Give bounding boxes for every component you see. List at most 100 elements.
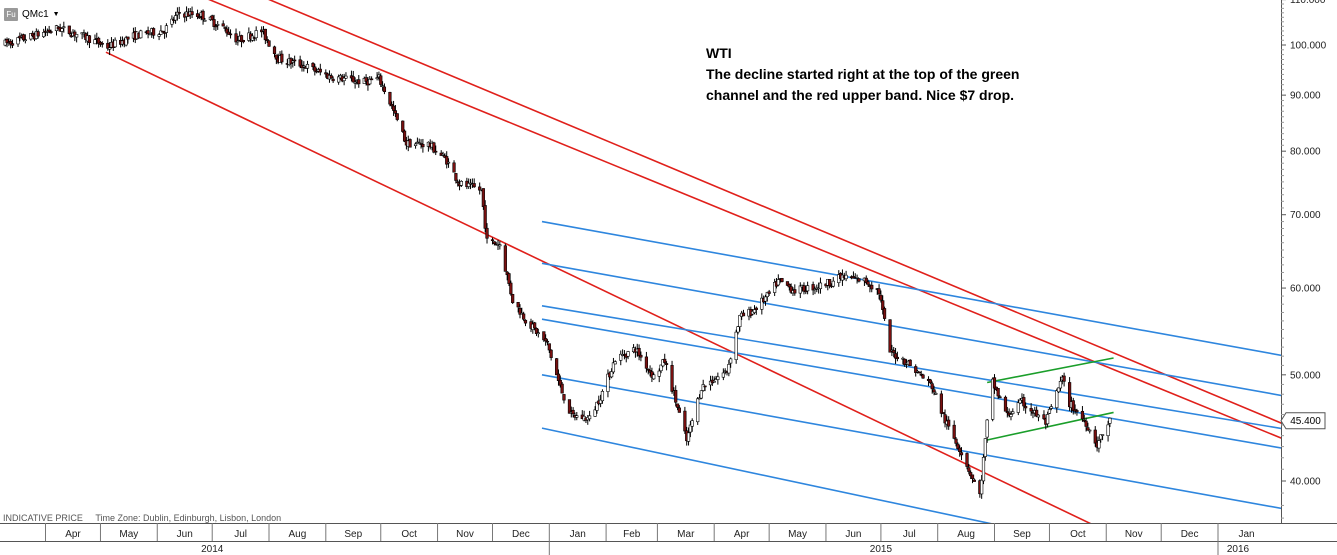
candle-body [996,388,1000,397]
candle-body [991,378,995,420]
candle-body [241,39,245,43]
candle-body [432,142,436,153]
candle-body [490,239,495,241]
candle-body [556,373,561,382]
candle-body [1071,400,1075,412]
candle-body [331,78,335,82]
candle-body [567,399,572,414]
candle-body [1058,381,1063,389]
candle-body [161,30,165,33]
candle-body [190,11,194,16]
candle-body [575,415,579,418]
candle-body [472,183,476,188]
x-tick-label: Dec [1181,529,1199,540]
candle-body [293,59,297,62]
candle-body [522,313,526,320]
x-tick-label: Dec [512,529,530,540]
candle-body [588,415,592,420]
candle-body [1005,411,1009,414]
candle-body [888,319,892,353]
candle-body [106,42,110,49]
candle-body [895,356,899,360]
candle-body [201,10,205,20]
candle-body [126,36,130,40]
candle-body [606,373,610,392]
candle-body [932,389,936,393]
y-tick-label: 100.000 [1290,41,1327,52]
candle-body [375,77,379,79]
candle-body [1093,429,1097,444]
candle-body [1029,408,1033,412]
candle-body [721,372,725,378]
candle-body [901,357,905,360]
candle-body [223,27,227,29]
candle-body [831,280,835,287]
candle-body [802,285,806,292]
candle-body [763,296,768,302]
candle-body [657,370,661,377]
trendline [541,374,1281,510]
candle-body [534,327,539,334]
y-tick-label: 90.000 [1290,91,1321,102]
candle-body [571,409,575,415]
candle-body [1055,390,1059,409]
candle-body [390,104,394,107]
candle-body [697,397,702,400]
candle-body [23,39,27,42]
symbol-selector[interactable]: Fu QMc1 ▼ [4,7,60,21]
candle-body [914,366,918,373]
candle-body [674,389,678,403]
candle-body [1080,410,1085,420]
annotation-text: WTI The decline started right at the top… [706,43,1019,106]
candle-body [1100,434,1105,436]
candle-body [60,28,64,32]
candle-body [727,364,731,374]
candle-body [972,479,976,482]
candle-body [970,474,975,479]
candle-body [10,43,15,46]
candle-body [1035,409,1039,417]
candle-body [445,156,449,165]
candle-body [324,72,328,75]
candle-body [318,68,322,73]
candle-body [879,294,883,301]
candle-body [793,289,797,294]
candle-body [344,75,348,79]
symbol-label[interactable]: QMc1 [22,8,49,20]
candle-body [353,81,357,84]
candle-body [1099,434,1103,440]
x-tick-label: Sep [344,529,362,540]
candle-body [351,76,355,83]
candle-body [18,35,22,39]
candle-body [626,351,630,357]
candle-body [855,277,859,279]
candle-body [663,358,667,363]
candle-body [934,393,938,395]
candle-body [560,383,564,394]
x-tick-label: Aug [957,529,975,540]
candle-body [956,443,960,450]
candle-body [712,380,716,383]
candle-body [1046,414,1050,425]
candle-body [302,65,306,68]
candle-body [459,181,463,186]
candle-body [93,39,97,45]
candle-body [1003,396,1008,412]
candle-body [536,332,540,335]
candle-body [650,371,654,378]
trendline [541,305,1281,430]
candle-body [234,33,238,43]
candle-body [1068,382,1072,408]
candle-body [47,29,51,33]
candle-body [811,284,815,291]
candle-body [677,407,681,413]
candle-body [688,424,692,433]
candle-body [611,362,616,373]
candle-body [780,277,784,282]
candle-body [291,60,295,63]
candle-body [97,37,101,44]
caret-down-icon[interactable]: ▼ [52,10,60,18]
candle-body [274,54,278,60]
candle-body [903,358,907,365]
